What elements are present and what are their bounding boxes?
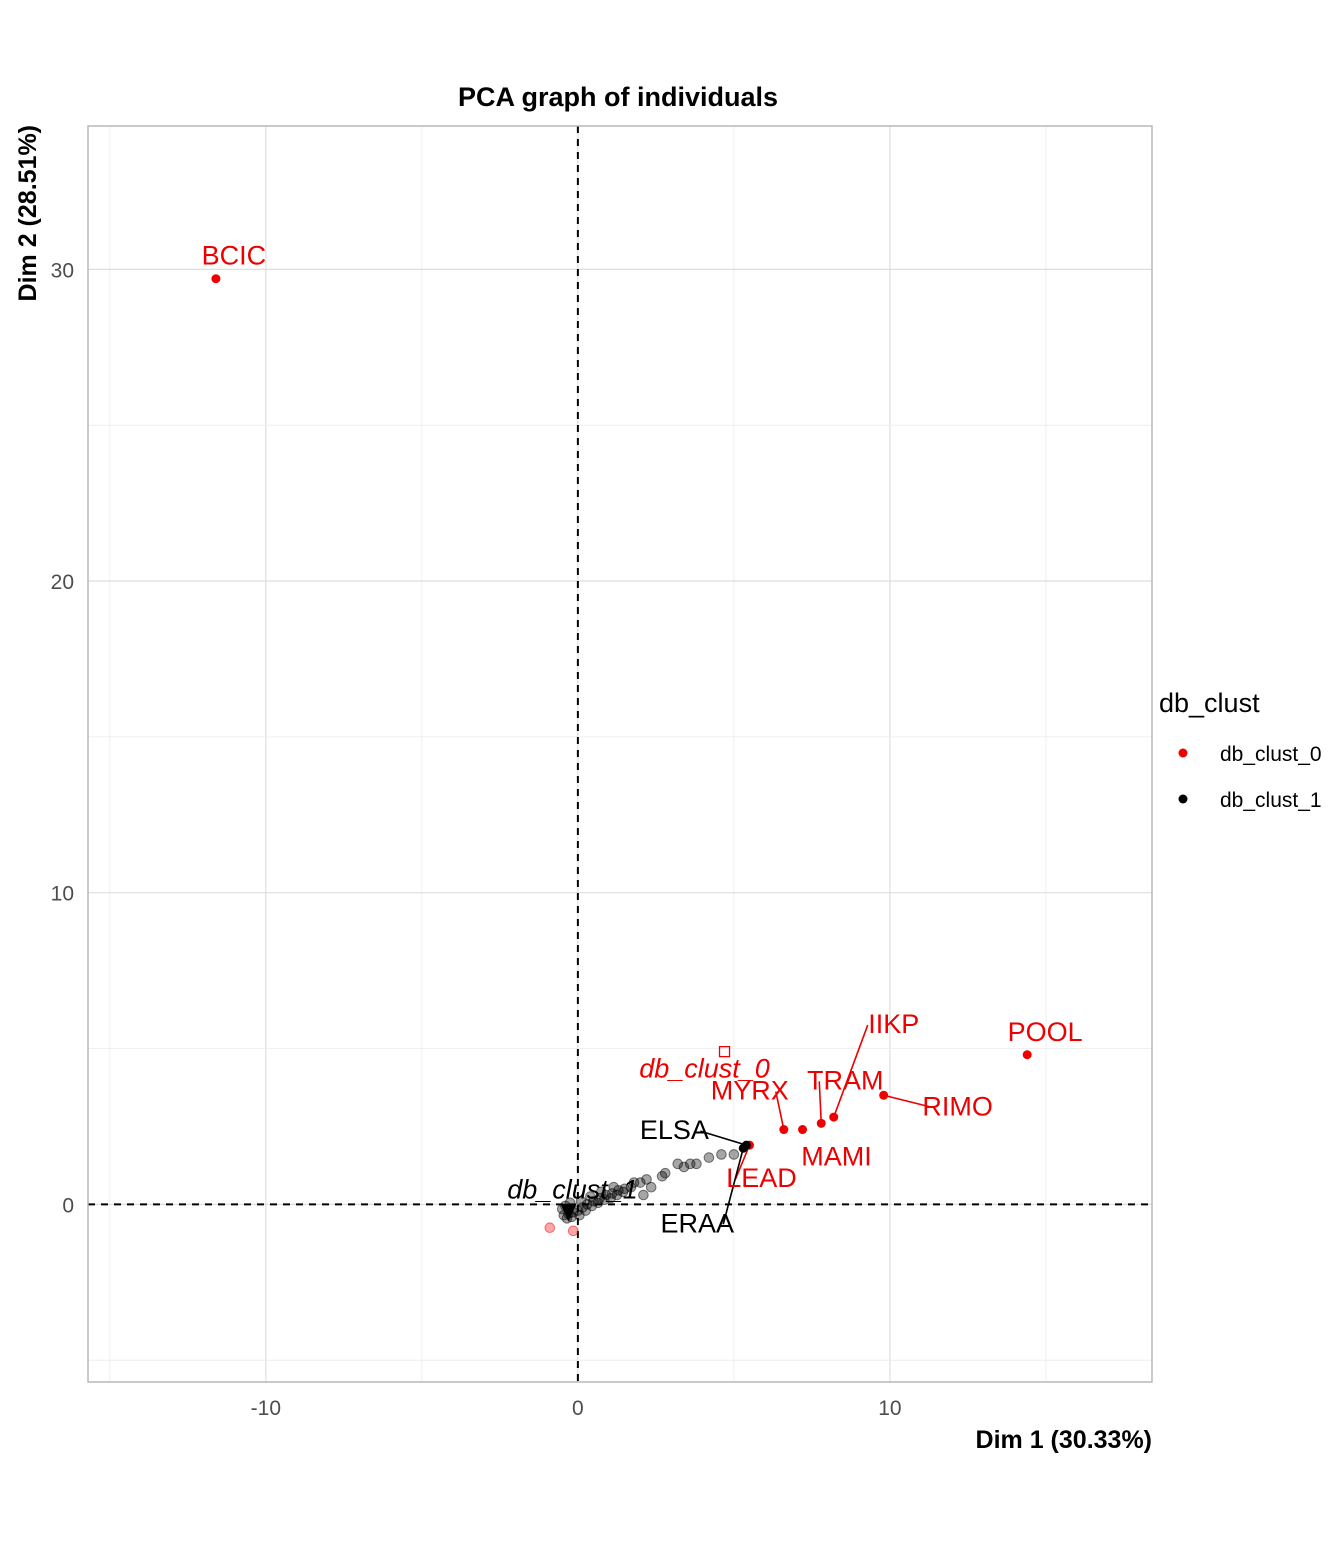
faint-point	[728, 1149, 740, 1160]
y-tick-label: 30	[51, 259, 74, 282]
point-tram	[816, 1118, 826, 1128]
faint-point	[645, 1181, 657, 1193]
leader-line-elsa	[700, 1130, 747, 1146]
faint-point	[656, 1171, 668, 1182]
faint-point	[608, 1181, 620, 1193]
point-bcic	[211, 274, 221, 284]
point-myrx	[779, 1125, 789, 1135]
x-tick-label: 0	[572, 1397, 584, 1420]
centroid-label-db-clust-0: db_clust_0	[639, 1054, 770, 1084]
faint-point	[678, 1161, 690, 1173]
faint-point	[641, 1174, 652, 1185]
point-label-iikp: IIKP	[868, 1009, 919, 1039]
point-rimo	[879, 1090, 889, 1100]
faint-point	[703, 1152, 715, 1163]
faint-point	[625, 1181, 637, 1193]
labeled-points-layer	[211, 274, 1032, 1153]
faint-point	[595, 1186, 607, 1198]
legend-label-db-clust-0: db_clust_0	[1220, 743, 1322, 766]
point-label-rimo: RIMO	[922, 1091, 993, 1121]
faint-point	[575, 1195, 587, 1207]
y-axis-label: Dim 2 (28.51%)	[14, 125, 42, 301]
legend-marker-db-clust-0	[1178, 748, 1188, 758]
leader-line-rimo	[883, 1094, 932, 1109]
x-axis-label: Dim 1 (30.33%)	[976, 1426, 1152, 1454]
point-label-myrx: MYRX	[711, 1076, 789, 1106]
y-tick-label: 20	[51, 571, 74, 594]
faint-point	[684, 1158, 696, 1170]
faint-point	[605, 1192, 616, 1204]
point-label-bcic: BCIC	[202, 241, 267, 271]
grid-layer	[88, 126, 1152, 1382]
faint-point	[672, 1158, 684, 1170]
point-eraa	[738, 1143, 748, 1153]
centroid-marker-db-clust-1	[560, 1203, 577, 1222]
point-label-eraa: ERAA	[660, 1208, 734, 1238]
point-label-mami: MAMI	[801, 1142, 872, 1172]
point-labels-layer: BCIC POOL RIMO IIKP TRAM MAMI MYRX LEAD ELSA ERAA…	[202, 241, 1083, 1239]
faint-point	[544, 1222, 556, 1234]
point-label-lead: LEAD	[726, 1163, 797, 1193]
legend: db_clust db_clust_0 db_clust_1	[1159, 688, 1322, 812]
leader-line-tram	[818, 1081, 823, 1124]
point-pool	[1022, 1050, 1032, 1060]
tick-labels-layer: -10 0 10 0 10 20 30	[51, 259, 902, 1420]
leader-line-lead	[734, 1144, 751, 1180]
legend-label-db-clust-1: db_clust_1	[1220, 789, 1322, 812]
centroid-label-db-clust-1: db_clust_1	[507, 1175, 638, 1205]
point-mami	[798, 1125, 808, 1135]
point-label-tram: TRAM	[807, 1065, 884, 1095]
y-tick-label: 0	[62, 1194, 74, 1217]
centroid-marker-db-clust-0	[718, 1045, 731, 1058]
faint-point	[617, 1186, 629, 1198]
faint-point	[638, 1189, 649, 1201]
point-iikp	[829, 1112, 839, 1122]
centroids-layer	[560, 1045, 731, 1222]
label-leader-lines	[700, 1024, 932, 1225]
point-label-pool: POOL	[1008, 1017, 1083, 1047]
legend-marker-db-clust-1	[1178, 794, 1188, 804]
point-label-elsa: ELSA	[640, 1115, 709, 1145]
faint-point	[716, 1149, 727, 1160]
faint-point	[592, 1197, 604, 1209]
x-tick-label: 10	[878, 1397, 901, 1420]
legend-title: db_clust	[1159, 688, 1260, 718]
leader-line-iikp	[832, 1024, 869, 1118]
leader-line-eraa	[722, 1148, 745, 1225]
faint-point	[567, 1225, 579, 1237]
panel-border	[87, 125, 1153, 1383]
chart-title: PCA graph of individuals	[458, 82, 778, 112]
leader-line-myrx	[775, 1091, 785, 1130]
x-tick-label: -10	[251, 1397, 281, 1420]
faint-point	[585, 1191, 596, 1202]
y-tick-label: 10	[51, 883, 74, 906]
reference-lines	[88, 126, 1152, 1382]
